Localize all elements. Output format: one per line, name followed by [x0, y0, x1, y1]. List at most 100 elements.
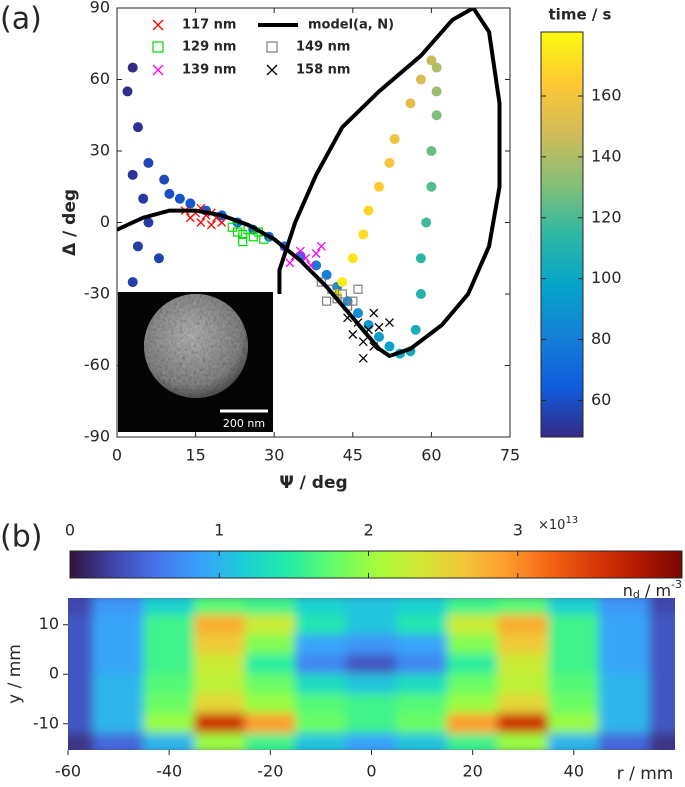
- x-axis-label: r / mm: [617, 764, 674, 784]
- label-superscript: -3: [671, 578, 682, 591]
- marker-x: [266, 64, 278, 76]
- heatmap-cell: [92, 673, 145, 695]
- multiplier-base: ×10: [538, 518, 565, 533]
- heatmap-cell: [92, 653, 145, 675]
- y-tick-label: 60: [90, 69, 110, 88]
- trajectory-point: [122, 86, 133, 97]
- heatmap-cell: [193, 673, 246, 695]
- marker-x: [196, 218, 206, 227]
- trajectory-point: [363, 319, 374, 330]
- trajectory-point: [431, 110, 442, 121]
- trajectory-point: [185, 198, 196, 209]
- heatmap-cell: [193, 598, 246, 616]
- marker-x: [316, 241, 326, 251]
- heatmap-cell: [92, 713, 145, 735]
- marker-square: [266, 41, 278, 53]
- trajectory-point: [426, 55, 437, 66]
- colorbar-tick-label: 0: [65, 521, 75, 540]
- marker-x: [152, 64, 164, 76]
- trajectory-point: [363, 205, 374, 216]
- heatmap-cell: [649, 614, 675, 636]
- marker-square: [238, 229, 248, 240]
- heatmap-cell: [548, 733, 600, 750]
- heatmap-cell: [68, 713, 94, 735]
- heatmap-cell: [497, 634, 550, 655]
- y-axis-label: y / mm: [5, 644, 25, 704]
- heatmap-cell: [649, 598, 675, 616]
- heatmap-cell: [396, 598, 448, 616]
- marker-square: [248, 232, 258, 242]
- heatmap-cell: [548, 634, 600, 655]
- heatmap-cell: [548, 693, 600, 715]
- trajectory-point: [405, 98, 416, 109]
- heatmap-cell: [92, 598, 145, 616]
- x-tick-label: -40: [156, 762, 182, 781]
- heatmap-cell: [345, 634, 398, 655]
- heatmap-cell: [649, 693, 675, 715]
- trajectory-point: [431, 62, 442, 73]
- heatmap-cell: [68, 693, 94, 715]
- heatmap-cell: [548, 673, 600, 695]
- heatmap-cell: [68, 614, 94, 636]
- colorbar-multiplier: ×1013: [538, 515, 578, 533]
- x-tick-label: 60: [421, 446, 441, 465]
- heatmap-cell: [345, 673, 398, 695]
- label-base: n: [623, 581, 633, 600]
- trajectory-point: [358, 229, 369, 240]
- heatmap-cell: [92, 693, 145, 715]
- heatmap-cell: [598, 614, 651, 636]
- heatmap-cell: [143, 634, 195, 655]
- heatmap-cell: [396, 614, 448, 636]
- heatmap-cell: [598, 733, 651, 750]
- heatmap-cell: [497, 713, 550, 735]
- marker-x: [369, 308, 379, 318]
- heatmap-cell: [92, 634, 145, 655]
- heatmap-cell: [446, 713, 499, 735]
- y-tick-label: 10: [39, 614, 59, 633]
- panel-label: (a): [0, 2, 42, 37]
- trajectory-point: [143, 157, 154, 168]
- marker-x: [358, 337, 368, 347]
- legend-label: 117 nm: [182, 18, 236, 33]
- heatmap-cell: [68, 634, 94, 655]
- trajectory-point: [138, 193, 149, 204]
- y-tick-label: -30: [84, 284, 110, 303]
- heatmap-cell: [295, 693, 347, 715]
- trajectory-point: [153, 253, 164, 264]
- heatmap-cell: [446, 733, 499, 750]
- colorbar-tick-label: 140: [591, 146, 622, 165]
- heatmap-cell: [497, 653, 550, 675]
- x-tick-label: 75: [500, 446, 520, 465]
- trajectory-point: [384, 341, 395, 352]
- heatmap-cell: [193, 733, 246, 750]
- heatmap-cell: [345, 713, 398, 735]
- x-axis-label: Ψ / deg: [279, 473, 347, 493]
- heatmap-cell: [68, 733, 94, 750]
- heatmap-cell: [598, 713, 651, 735]
- marker-x: [285, 258, 295, 268]
- heatmap-cell: [598, 693, 651, 715]
- trajectory-point: [132, 122, 143, 133]
- colorbar-label: time / s: [549, 6, 612, 24]
- x-tick-label: 40: [564, 762, 584, 781]
- heatmap-cell: [244, 733, 297, 750]
- legend-label: 149 nm: [296, 40, 350, 55]
- heatmap-cell: [649, 673, 675, 695]
- heatmap: [68, 598, 675, 750]
- heatmap-cell: [649, 653, 675, 675]
- heatmap-cell: [446, 634, 499, 655]
- heatmap-cell: [345, 733, 398, 750]
- heatmap-cell: [295, 614, 347, 636]
- x-tick-label: 20: [462, 762, 482, 781]
- marker-x: [358, 353, 368, 363]
- trajectory-point: [127, 169, 138, 180]
- heatmap-cell: [244, 653, 297, 675]
- y-tick-label: 90: [90, 0, 110, 17]
- model-line: [117, 8, 502, 359]
- x-tick-label: 30: [264, 446, 284, 465]
- colorbar-tick-label: 60: [591, 390, 611, 409]
- y-tick-label: -60: [84, 355, 110, 374]
- heatmap-cell: [396, 653, 448, 675]
- trajectory-point: [311, 260, 322, 271]
